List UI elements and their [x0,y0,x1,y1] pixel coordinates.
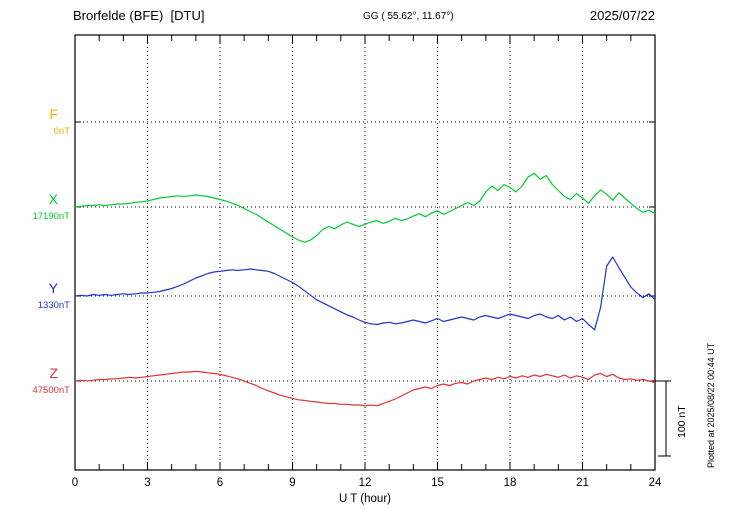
x-tick-6: 6 [216,477,224,489]
x-tick-0: 0 [71,477,79,489]
x-tick-24: 24 [648,477,662,489]
coords-label: GG ( 55.62°, 11.67°) [363,11,454,22]
x-axis-label: U T (hour) [339,493,391,505]
x-tick-9: 9 [289,477,296,489]
x-tick-21: 21 [576,477,589,489]
component-label-Y: Y [48,280,58,296]
component-baseline-F: 0nT [53,126,70,137]
x-tick-12: 12 [358,477,372,489]
station-title: Brorfelde (BFE) [DTU] [73,8,205,23]
plotted-at-label: Plotted at 2025/08/22 00:44 UT [706,342,716,468]
component-label-F: F [49,106,58,122]
component-label-Z: Z [49,365,58,381]
x-tick-15: 15 [431,477,444,489]
component-label-X: X [48,191,58,207]
date-label: 2025/07/22 [589,8,655,23]
trace-Z [74,370,656,407]
x-tick-3: 3 [144,477,151,489]
component-baseline-X: 17190nT [32,211,70,222]
component-baseline-Z: 47500nT [32,385,70,396]
scale-bar-label: 100 nT [676,405,688,438]
x-tick-18: 18 [503,477,517,489]
trace-Y [74,256,656,331]
trace-X [74,172,656,243]
component-baseline-Y: 1330nT [37,300,70,311]
plot-frame [74,34,656,471]
